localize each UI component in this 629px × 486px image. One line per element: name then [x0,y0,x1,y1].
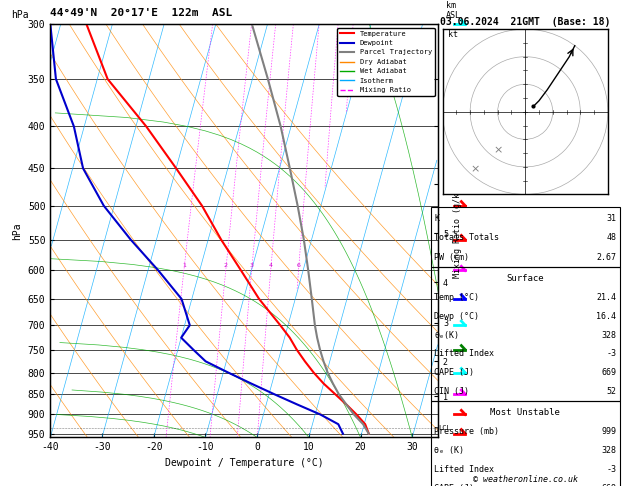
Text: km
ASL: km ASL [446,1,461,20]
Text: 2.67: 2.67 [596,253,616,261]
Legend: Temperature, Dewpoint, Parcel Trajectory, Dry Adiabat, Wet Adiabat, Isotherm, Mi: Temperature, Dewpoint, Parcel Trajectory… [337,28,435,96]
Text: Lifted Index: Lifted Index [434,465,494,474]
Text: CAPE (J): CAPE (J) [434,484,474,486]
Text: -3: -3 [606,465,616,474]
Text: 21.4: 21.4 [596,293,616,302]
Text: 52: 52 [606,387,616,396]
Text: kt: kt [448,31,458,39]
Text: 16.4: 16.4 [596,312,616,321]
Text: 2: 2 [224,263,228,268]
Text: hPa: hPa [11,10,29,20]
Text: © weatheronline.co.uk: © weatheronline.co.uk [473,474,577,484]
Text: CIN (J): CIN (J) [434,387,469,396]
Text: 669: 669 [601,484,616,486]
Y-axis label: Mixing Ratio (g/kg): Mixing Ratio (g/kg) [454,183,462,278]
Text: 6: 6 [297,263,301,268]
Text: Most Unstable: Most Unstable [490,408,560,417]
Text: ×: × [471,164,481,174]
Text: ×: × [493,145,503,155]
Text: 999: 999 [601,427,616,436]
Text: θₑ (K): θₑ (K) [434,446,464,455]
Text: 44°49'N  20°17'E  122m  ASL: 44°49'N 20°17'E 122m ASL [50,8,233,18]
Text: Dewp (°C): Dewp (°C) [434,312,479,321]
Text: Pressure (mb): Pressure (mb) [434,427,499,436]
Text: K: K [434,214,439,223]
Text: θₑ(K): θₑ(K) [434,330,459,340]
Text: Temp (°C): Temp (°C) [434,293,479,302]
Text: 669: 669 [601,368,616,377]
Text: Lifted Index: Lifted Index [434,349,494,358]
Text: LCL: LCL [438,425,451,431]
Text: 48: 48 [606,233,616,243]
Text: 4: 4 [269,263,273,268]
X-axis label: Dewpoint / Temperature (°C): Dewpoint / Temperature (°C) [165,458,323,468]
Text: 3: 3 [250,263,253,268]
Text: -3: -3 [606,349,616,358]
Text: Totals Totals: Totals Totals [434,233,499,243]
Text: CAPE (J): CAPE (J) [434,368,474,377]
Text: 1: 1 [182,263,186,268]
Text: 328: 328 [601,330,616,340]
Text: 328: 328 [601,446,616,455]
Text: Surface: Surface [506,274,544,283]
Text: 03.06.2024  21GMT  (Base: 18): 03.06.2024 21GMT (Base: 18) [440,17,610,27]
Text: 31: 31 [606,214,616,223]
Y-axis label: hPa: hPa [13,222,22,240]
Text: PW (cm): PW (cm) [434,253,469,261]
